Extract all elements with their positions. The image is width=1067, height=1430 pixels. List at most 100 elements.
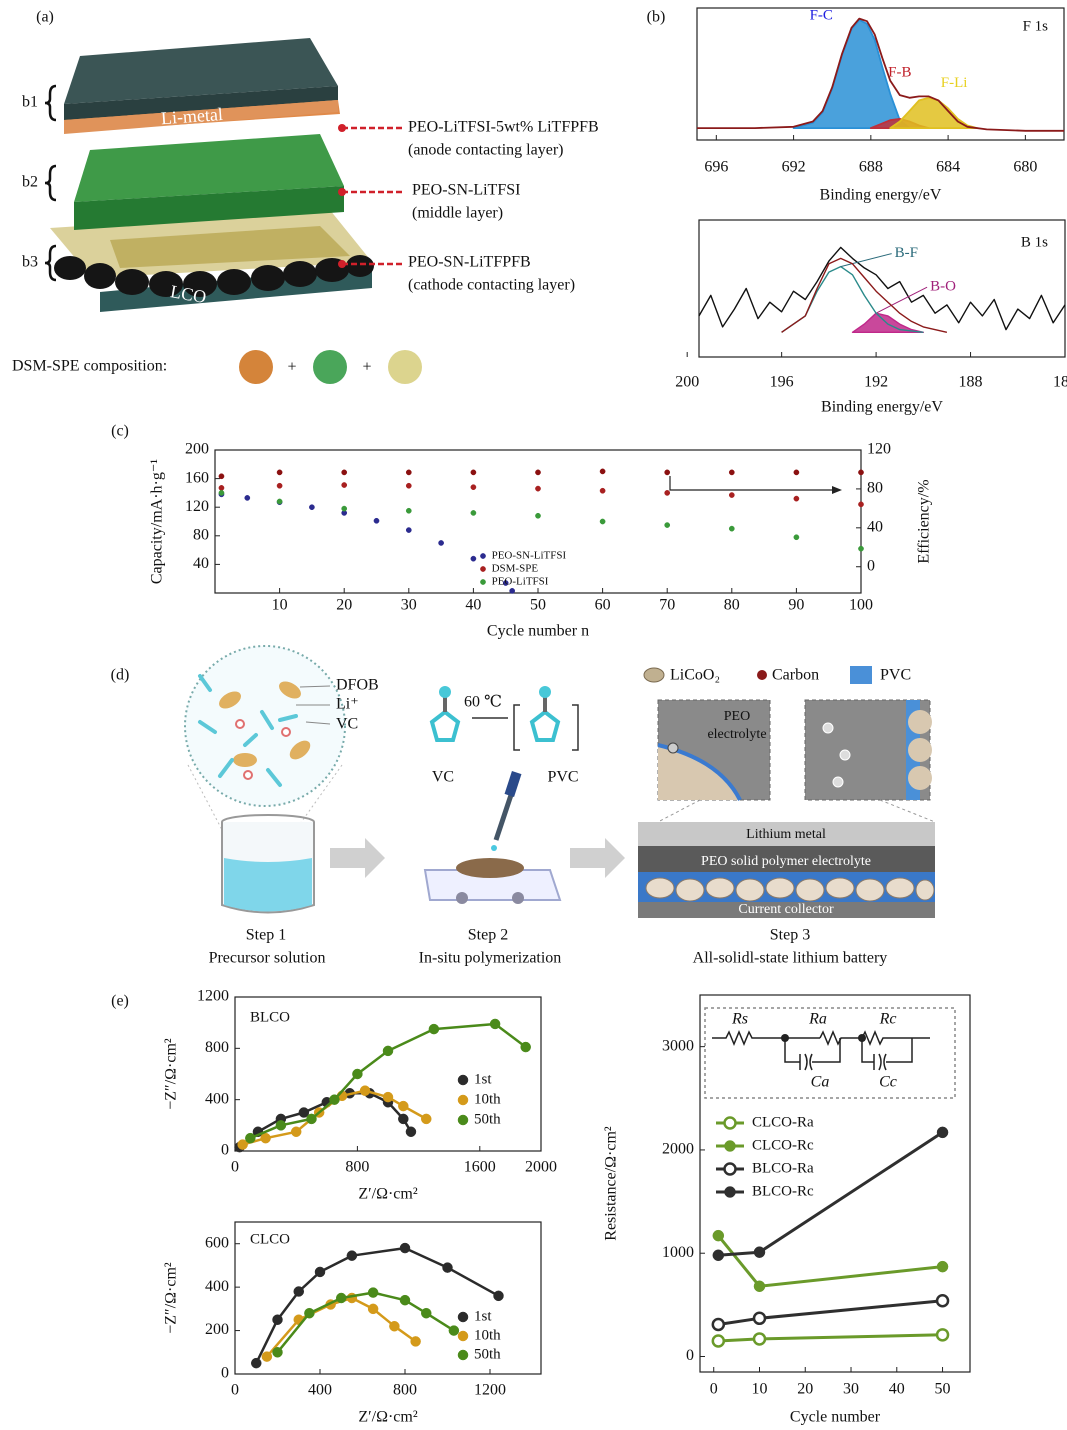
legend-text: DSM-SPE (492, 563, 539, 575)
peak-label: B-O (930, 279, 956, 295)
step-title: Step 1 (246, 927, 286, 944)
reactant-label: VC (432, 769, 454, 786)
arrow-head (832, 486, 842, 494)
marker (713, 1250, 724, 1261)
y-axis-label: Capacity/mA·h·g⁻¹ (149, 459, 166, 584)
x-tick-label: 50 (935, 1381, 951, 1398)
marker (342, 506, 347, 511)
marker (600, 469, 605, 474)
marker (219, 474, 224, 479)
circuit-node (858, 1034, 866, 1042)
x-axis-label: Z′/Ω·cm² (358, 1186, 417, 1203)
marker (421, 1308, 431, 1318)
component-label: VC (336, 716, 358, 733)
marker (754, 1247, 765, 1258)
layer-tag: b2 (22, 174, 38, 191)
y2-tick-label: 80 (867, 480, 883, 497)
marker (449, 1326, 459, 1336)
marker (277, 483, 282, 488)
casting-setup (425, 771, 560, 904)
leader-line (841, 254, 892, 267)
x-tick-label: 200 (675, 374, 699, 391)
x-tick-label: 2000 (525, 1159, 557, 1176)
marker (794, 496, 799, 501)
x-tick-label: 80 (724, 597, 740, 614)
y-tick-label: 160 (185, 469, 209, 486)
legend-text: BLCO-Ra (752, 1160, 814, 1176)
marker (219, 490, 224, 495)
x-tick-label: 184 (1053, 374, 1067, 391)
x-tick-label: 696 (704, 159, 728, 176)
marker (336, 1293, 346, 1303)
x-tick-label: 680 (1013, 159, 1037, 176)
marker (510, 588, 515, 593)
beaker (222, 815, 314, 913)
layer-tag: b3 (22, 254, 38, 271)
marker (471, 510, 476, 515)
y2-tick-label: 40 (867, 518, 883, 535)
x-tick-label: 30 (843, 1381, 859, 1398)
legend-text: 10th (474, 1091, 501, 1107)
legend-marker (458, 1075, 468, 1085)
marker (665, 522, 670, 527)
legend-text: 50th (474, 1111, 501, 1127)
marker (858, 502, 863, 507)
layer-material: Li-metal (160, 104, 223, 128)
marker (937, 1295, 948, 1306)
x-tick-label: 40 (889, 1381, 905, 1398)
peak-label: F-B (888, 64, 911, 80)
marker (665, 470, 670, 475)
marker (754, 1281, 765, 1292)
step-arrow (570, 838, 625, 878)
marker (304, 1308, 314, 1318)
marker (383, 1046, 393, 1056)
step-title: Step 3 (770, 927, 810, 944)
marker (406, 483, 411, 488)
line (278, 1293, 454, 1353)
marker (535, 486, 540, 491)
marker (600, 488, 605, 493)
marker (342, 470, 347, 475)
marker (937, 1261, 948, 1272)
marker (251, 1358, 261, 1368)
x-tick-label: 800 (393, 1382, 417, 1399)
legend-marker (458, 1331, 468, 1341)
composition-dot (388, 350, 422, 384)
legend-marker (480, 579, 485, 584)
layer-stack (50, 38, 374, 312)
x-axis-label: Cycle number n (487, 623, 589, 640)
composition-dot (313, 350, 347, 384)
legend-marker (725, 1141, 736, 1152)
panel-label: (d) (111, 667, 130, 684)
y2-tick-label: 120 (867, 441, 891, 458)
x-tick-label: 60 (595, 597, 611, 614)
step-caption: All-solidl-state lithium battery (693, 950, 888, 967)
annotation: CLCO (250, 1231, 290, 1247)
marker (535, 513, 540, 518)
x-tick-label: 70 (659, 597, 675, 614)
page: (a) (b) (c) (d) (e) b1 b2 b3 Li-metal LC… (0, 0, 1067, 1430)
step-caption: Precursor solution (209, 950, 326, 967)
marker (277, 499, 282, 504)
marker (273, 1347, 283, 1357)
marker (521, 1042, 531, 1052)
peak-label: F-Li (941, 75, 968, 91)
x-tick-label: 688 (859, 159, 883, 176)
callout-text: (cathode contacting layer) (408, 277, 575, 294)
x-tick-label: 20 (797, 1381, 813, 1398)
legend-text: CLCO-Rc (752, 1137, 814, 1153)
marker (494, 1291, 504, 1301)
marker (729, 492, 734, 497)
marker (368, 1288, 378, 1298)
marker (794, 535, 799, 540)
x-tick-label: 100 (849, 597, 873, 614)
marker (411, 1336, 421, 1346)
circuit-label: Ca (811, 1074, 830, 1091)
x-axis-label: Cycle number (790, 1409, 881, 1426)
marker (389, 1321, 399, 1331)
y-tick-label: 40 (193, 555, 209, 572)
marker (262, 1352, 272, 1362)
vc-molecules (432, 686, 578, 750)
layer-label: Lithium metal (746, 827, 826, 842)
marker (374, 518, 379, 523)
